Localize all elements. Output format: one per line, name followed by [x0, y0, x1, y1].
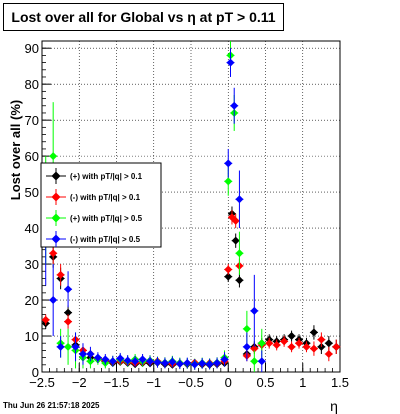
- data-point: [324, 350, 333, 359]
- y-tick-label: 20: [25, 293, 39, 308]
- data-point: [302, 342, 311, 351]
- x-tick-label: −0.5: [178, 375, 204, 390]
- data-point: [49, 152, 58, 161]
- data-point: [123, 356, 132, 365]
- data-point: [332, 342, 341, 351]
- legend-marker: [51, 234, 61, 244]
- data-point: [108, 357, 117, 366]
- data-point: [86, 350, 95, 359]
- data-point: [49, 296, 58, 305]
- x-tick-label: 0: [225, 375, 232, 390]
- data-point: [116, 354, 125, 363]
- data-point: [131, 357, 140, 366]
- data-point: [138, 355, 147, 364]
- data-point: [231, 236, 240, 245]
- data-point: [226, 58, 235, 67]
- data-point: [78, 350, 87, 359]
- y-tick-label: 90: [25, 41, 39, 56]
- x-tick-label: 1.5: [331, 375, 349, 390]
- data-point: [168, 357, 177, 366]
- data-point: [317, 335, 326, 344]
- legend: (+) with pT/|q| > 0.1 (-) with pT/|q| > 0…: [40, 162, 162, 248]
- y-tick-label: 80: [25, 77, 39, 92]
- y-tick-label: 30: [25, 257, 39, 272]
- data-point: [160, 359, 169, 368]
- x-tick-label: −1: [146, 375, 161, 390]
- data-point: [309, 328, 318, 337]
- chart-title: Lost over all for Global vs η at pT > 0.…: [11, 9, 276, 25]
- data-point: [231, 216, 240, 225]
- legend-label: (+) with pT/|q| > 0.5: [70, 214, 143, 223]
- data-point: [235, 195, 244, 204]
- data-point: [71, 342, 80, 351]
- data-point: [280, 337, 289, 346]
- data-point: [213, 359, 222, 368]
- data-point: [287, 332, 296, 341]
- data-point: [265, 339, 274, 348]
- data-point: [183, 359, 192, 368]
- legend-label: (-) with pT/|q| > 0.1: [70, 193, 141, 202]
- x-tick-label: 0.5: [256, 375, 274, 390]
- data-point: [64, 342, 73, 351]
- data-point: [242, 324, 251, 333]
- timestamp: Thu Jun 26 21:57:18 2025: [3, 401, 100, 410]
- x-tick-label: 1: [299, 375, 306, 390]
- data-point: [235, 276, 244, 285]
- data-point: [41, 315, 50, 324]
- data-point: [230, 101, 239, 110]
- legend-label: (-) with pT/|q| > 0.5: [70, 235, 141, 244]
- data-point: [205, 360, 214, 369]
- data-point: [295, 339, 304, 348]
- y-tick-label: 60: [25, 149, 39, 164]
- y-tick-label: 40: [25, 221, 39, 236]
- data-point: [64, 317, 73, 326]
- data-point: [257, 339, 266, 348]
- y-tick-label: 10: [25, 329, 39, 344]
- data-point: [324, 339, 333, 348]
- data-point: [250, 357, 259, 366]
- data-point: [257, 357, 266, 366]
- data-point: [224, 159, 233, 168]
- legend-marker: [51, 171, 61, 181]
- y-tick-label: 0: [32, 365, 39, 380]
- data-point: [146, 357, 155, 366]
- y-tick-label: 70: [25, 113, 39, 128]
- data-point: [101, 355, 110, 364]
- x-tick-label: −2.5: [29, 375, 55, 390]
- x-tick-label: −2: [72, 375, 87, 390]
- data-point: [224, 265, 233, 274]
- axes: −2.5 −2 −1.5 −1 −0.5 0 0.5 1 1.5 0 10 20 30 40 50 60 70 8…: [25, 40, 349, 390]
- data-point: [49, 249, 58, 258]
- data-point: [153, 358, 162, 367]
- data-point: [309, 344, 318, 353]
- data-point: [287, 342, 296, 351]
- data-point: [190, 360, 199, 369]
- data-point: [64, 285, 73, 294]
- legend-box: [40, 162, 162, 248]
- chart-title-box: Lost over all for Global vs η at pT > 0.…: [3, 3, 284, 31]
- series-3: [41, 48, 266, 372]
- data-point: [242, 342, 251, 351]
- data-point: [64, 308, 73, 317]
- data-point: [93, 353, 102, 362]
- legend-marker: [51, 213, 61, 223]
- data-point: [56, 270, 65, 279]
- x-tick-label: −1.5: [104, 375, 130, 390]
- data-point: [175, 359, 184, 368]
- legend-label: (+) with pT/|q| > 0.1: [70, 172, 143, 181]
- y-axis-label: Lost over all (%): [8, 100, 23, 200]
- data-point: [224, 272, 233, 281]
- x-axis-label: η: [330, 398, 338, 414]
- data-point: [56, 342, 65, 351]
- data-point: [272, 341, 281, 350]
- data-point: [224, 177, 233, 186]
- data-point: [250, 344, 259, 353]
- data-point: [250, 306, 259, 315]
- data-point: [220, 355, 229, 364]
- data-point: [235, 249, 244, 258]
- data-point: [198, 359, 207, 368]
- legend-marker: [51, 192, 61, 202]
- y-tick-label: 50: [25, 185, 39, 200]
